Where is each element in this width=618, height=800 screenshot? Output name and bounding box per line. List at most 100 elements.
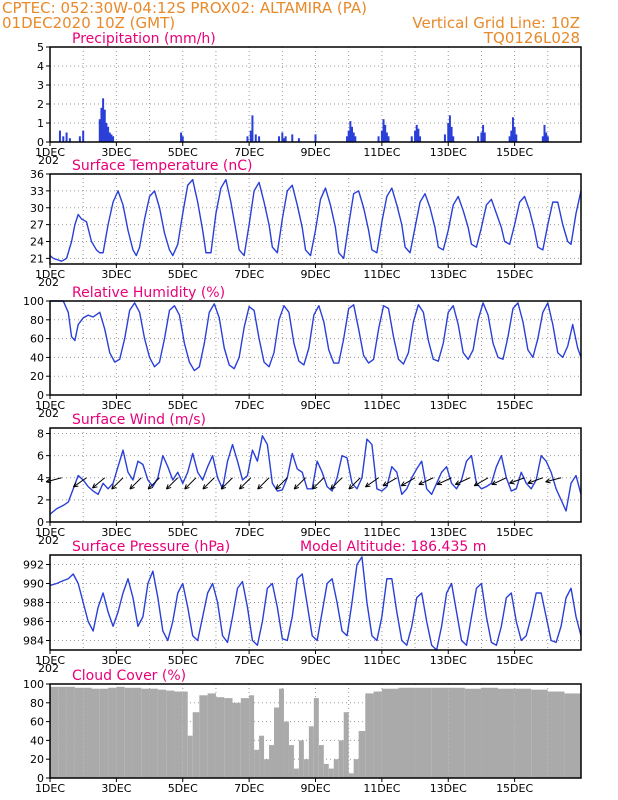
- precip-bar: [417, 128, 420, 142]
- cloud-bar: [58, 686, 67, 778]
- header-run-date: 01DEC2020 10Z (GMT): [2, 14, 176, 32]
- y-tick-label: 0: [37, 516, 44, 529]
- precip-bar: [251, 115, 254, 142]
- precip-bar: [385, 132, 388, 142]
- cloud-bar: [259, 735, 265, 778]
- header-location: CPTEC: 052:30W-04:12S PROX02: ALTAMIRA (…: [2, 0, 367, 17]
- x-tick-label: 1DEC: [35, 782, 65, 795]
- chart-header: CPTEC: 052:30W-04:12S PROX02: ALTAMIRA (…: [0, 0, 618, 46]
- cloud-bar: [348, 773, 354, 778]
- precip-bar: [284, 136, 287, 142]
- y-tick-label: 5: [37, 41, 44, 54]
- cloud-bar: [531, 689, 548, 778]
- precip-bar: [510, 130, 513, 142]
- wind-arrow-shaft: [293, 477, 306, 490]
- wind-arrow-shaft: [166, 477, 179, 490]
- precip-bar: [314, 134, 317, 142]
- wind-arrow: [473, 477, 489, 487]
- cloud-bar: [240, 698, 250, 778]
- cloud-bar: [308, 726, 314, 778]
- wind-arrow-head: [509, 479, 514, 484]
- precip-bar: [102, 98, 105, 142]
- precip-bar: [541, 136, 544, 142]
- panel-title: Relative Humidity (%): [72, 285, 225, 301]
- series-line: [49, 556, 582, 651]
- x-tick-label: 9DEC: [300, 146, 330, 159]
- x-tick-label: 1DEC: [35, 399, 65, 412]
- wind-arrow-shaft: [473, 477, 489, 487]
- wind-arrow-shaft: [400, 477, 416, 487]
- x-tick-label: 9DEC: [300, 782, 330, 795]
- wind-arrow: [275, 477, 288, 490]
- x-tick-label: 11DEC: [363, 654, 400, 667]
- precip-bar: [347, 130, 350, 142]
- precip-bar: [100, 107, 103, 142]
- x-tick-label: 5DEC: [168, 654, 198, 667]
- precip-bar: [258, 136, 261, 142]
- precip-bar: [546, 136, 549, 142]
- y-tick-label: 990: [23, 578, 44, 591]
- x-tick-label: 1DEC: [35, 268, 65, 281]
- precip-bar: [62, 136, 65, 142]
- x-tick-label: 3DEC: [101, 268, 131, 281]
- x-tick-label: 11DEC: [363, 268, 400, 281]
- y-tick-label: 100: [23, 295, 44, 308]
- precip-bar: [68, 138, 71, 142]
- precip-bar: [384, 124, 387, 142]
- x-tick-label: 3DEC: [101, 654, 131, 667]
- wind-arrow-head: [454, 480, 459, 485]
- x-tick-label: 3DEC: [101, 782, 131, 795]
- wind-arrow-head: [365, 482, 369, 488]
- y-tick-label: 1: [37, 117, 44, 130]
- precip-bar: [65, 132, 68, 142]
- wind-arrow: [111, 477, 124, 490]
- wind-arrow-head: [527, 482, 533, 485]
- precip-bar: [443, 134, 446, 142]
- cloud-bar: [283, 721, 289, 778]
- precip-bar: [414, 130, 417, 142]
- wind-arrow-head: [365, 485, 371, 488]
- precip-bar: [254, 134, 257, 142]
- panel-title: Surface Pressure (hPa): [72, 539, 230, 555]
- x-tick-label: 15DEC: [496, 146, 533, 159]
- cloud-bar: [192, 712, 200, 778]
- precip-bar: [249, 130, 252, 142]
- precip-bar: [82, 130, 85, 142]
- wind-arrow: [257, 477, 270, 490]
- wind-arrow-head: [312, 484, 315, 490]
- wind-arrow-head: [166, 486, 172, 490]
- cloud-bar: [464, 688, 482, 778]
- x-tick-label: 13DEC: [430, 782, 467, 795]
- panel-frame: [49, 300, 582, 396]
- y-tick-label: 80: [30, 314, 44, 327]
- x-tick-label: 5DEC: [168, 399, 198, 412]
- wind-arrow: [147, 477, 160, 490]
- precip-bar: [508, 136, 511, 142]
- wind-arrow-head: [221, 486, 227, 490]
- cloud-bar: [313, 698, 319, 778]
- x-tick-label: 15DEC: [496, 399, 533, 412]
- cloud-bar: [187, 735, 193, 778]
- cloud-bar: [303, 759, 309, 778]
- precip-bar: [105, 123, 108, 142]
- wind-arrow-shaft: [239, 477, 252, 490]
- cloud-bar: [278, 688, 284, 778]
- x-tick-label: 11DEC: [363, 782, 400, 795]
- x-tick-label: 1DEC: [35, 146, 65, 159]
- precip-bar: [482, 124, 485, 142]
- cloud-bar: [141, 688, 150, 778]
- y-tick-label: 2: [37, 494, 44, 507]
- panel-4: 984 986 988 990 992 1DEC 3DEC 5DEC 7DEC 9DEC 11DEC…: [23, 539, 582, 675]
- precip-bar: [277, 136, 280, 142]
- wind-arrow-shaft: [436, 477, 452, 485]
- wind-arrow-head: [165, 484, 169, 490]
- x-year-label: 202: [38, 407, 59, 420]
- panel-title: Surface Temperature (nC): [72, 158, 253, 174]
- cloud-bar: [66, 686, 75, 778]
- y-tick-label: 20: [30, 370, 44, 383]
- series-line: [49, 178, 582, 262]
- cloud-bar: [274, 707, 279, 778]
- x-tick-label: 13DEC: [430, 654, 467, 667]
- x-year-label: 202: [38, 534, 59, 547]
- x-tick-label: 9DEC: [300, 526, 330, 539]
